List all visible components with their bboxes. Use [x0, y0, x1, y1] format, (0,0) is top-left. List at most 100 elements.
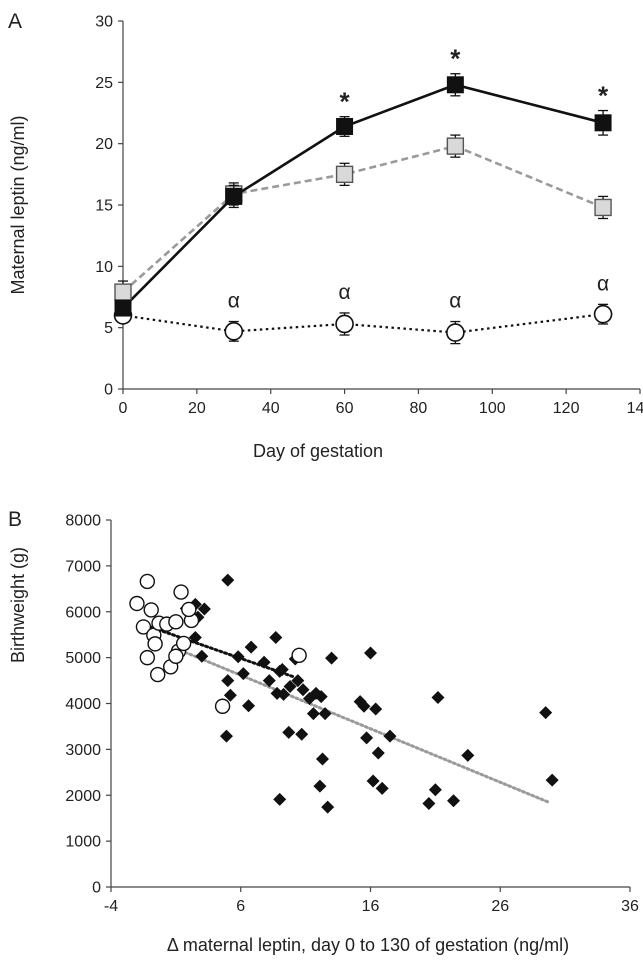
panel-b-diamond-point: [371, 746, 385, 760]
panel-b-diamond-point: [461, 748, 475, 762]
panel-a-x-tick-label: 120: [553, 400, 580, 417]
panel-b-circle-point: [175, 635, 192, 652]
panel-a-significance-star: *: [450, 44, 461, 74]
panel-b-circle-point: [168, 648, 184, 664]
panel-b-y-tick-label: 1000: [65, 834, 101, 851]
panel-a-y-tick-label: 0: [104, 382, 113, 399]
panel-a-significance-alpha: α: [449, 290, 461, 313]
panel-b-y-tick-label: 0: [92, 880, 101, 897]
panel-b-circle-point: [139, 573, 156, 590]
panel-a-series-0-point: [594, 114, 612, 132]
panel-a-significance-alpha: α: [228, 290, 240, 313]
panel-b-diamond-point: [275, 663, 289, 677]
panel-a-x-tick-label: 20: [188, 400, 206, 417]
panel-a-series-2-point: [593, 304, 613, 324]
panel-b-y-tick-label: 2000: [65, 788, 101, 805]
panel-b-circle-point: [143, 602, 159, 618]
panel-a-axes: 0 5 10 15 20 25 30 0 20 40 60 80 100 120 140: [95, 14, 643, 418]
panel-a-series-2-point: [335, 314, 354, 334]
panel-a-letter: A: [8, 10, 22, 33]
panel-a-significance-star: *: [598, 81, 609, 111]
panel-b-circle-point: [168, 614, 184, 630]
panel-a-series-0-point: [336, 117, 354, 135]
panel-a-series-1-point: [446, 137, 465, 155]
panel-a-series-2-line: [122, 313, 604, 334]
panel-b-chart: B 0 1000 2000 3000 4000 5000 6000 7000 8000 -4 6 16…: [8, 508, 639, 955]
panel-b-diamond-point: [545, 773, 559, 787]
panel-a-series-0-line: [122, 83, 604, 309]
panel-b-y-tick-label: 4000: [65, 696, 101, 713]
panel-a-series-1-point: [114, 283, 132, 301]
panel-b-diamond-point: [270, 686, 284, 700]
panel-b-diamond-point: [269, 630, 283, 644]
panel-b-diamond-point: [273, 792, 287, 806]
panel-b-x-axis-title: Δ maternal leptin, day 0 to 130 of gesta…: [167, 935, 569, 955]
panel-b-circle-point: [135, 619, 152, 635]
panel-b-diamond-point: [318, 707, 332, 721]
panel-a-series: α α α α * * *: [113, 44, 613, 345]
panel-a-significance-alpha: α: [339, 281, 351, 304]
panel-b-y-tick-label: 8000: [65, 513, 101, 530]
panel-b-diamond-point: [244, 640, 258, 654]
panel-b-diamond-point: [242, 699, 256, 713]
panel-b-y-tick-label: 5000: [65, 650, 101, 667]
panel-b-diamond-point: [321, 800, 335, 814]
panel-b-diamond-point: [366, 774, 380, 788]
panel-b-diamond-point: [314, 690, 328, 704]
panel-b-circle-point: [147, 636, 163, 652]
panel-a-series-0-point: [225, 187, 243, 205]
panel-a-y-tick-label: 15: [95, 198, 113, 215]
panel-a-y-tick-label: 30: [95, 14, 113, 31]
panel-a-y-axis-title: Maternal leptin (ng/ml): [8, 115, 28, 294]
panel-b-diamond-point: [221, 674, 235, 688]
panel-b-circle-point: [173, 584, 189, 600]
panel-b-trendline-0: [138, 621, 297, 679]
panel-b-x-tick-label: -4: [104, 898, 118, 915]
panel-b-diamond-point: [313, 779, 327, 793]
panel-a-series-2-point: [224, 322, 244, 341]
panel-a-x-tick-label: 0: [119, 400, 128, 417]
panel-b-circle-point: [129, 595, 145, 612]
panel-b-diamond-point: [539, 706, 553, 720]
panel-b-y-tick-label: 6000: [65, 604, 101, 621]
panel-b-x-tick-label: 26: [491, 898, 509, 915]
panel-a-x-tick-label: 140: [627, 400, 643, 417]
panel-a-x-axis-title: Day of gestation: [253, 441, 383, 461]
panel-b-diamond-point: [223, 688, 237, 702]
panel-b-circle-point: [150, 666, 166, 683]
panel-b-diamond-point: [195, 649, 209, 663]
panel-b-diamond-point: [219, 729, 233, 743]
panel-b-letter: B: [8, 508, 22, 531]
panel-a-series-0-point: [114, 299, 132, 317]
panel-a-x-tick-label: 40: [262, 400, 280, 417]
panel-b-trendline-1: [174, 646, 552, 805]
panel-a-x-tick-label: 100: [479, 400, 506, 417]
panel-b-x-tick-label: 36: [621, 898, 639, 915]
panel-b-diamond-point: [197, 602, 211, 616]
panel-b-diamond-point: [357, 699, 371, 713]
panel-b-diamond-point: [325, 651, 339, 665]
panel-b-y-axis-title: Birthweight (g): [8, 547, 28, 663]
panel-b-diamond-point: [221, 573, 235, 587]
panel-b-diamond-point: [447, 794, 461, 808]
panel-a-series-1-line: [122, 144, 604, 294]
panel-a-series-1-point: [335, 165, 354, 184]
panel-b-diamond-point: [369, 702, 383, 716]
panel-b-diamond-point: [364, 646, 377, 660]
panel-b-diamond-point: [383, 729, 397, 743]
panel-b-series: [129, 573, 559, 814]
panel-b-diamond-point: [262, 674, 276, 688]
panel-a-significance-star: *: [340, 87, 351, 117]
panel-b-circle-point: [181, 601, 197, 618]
panel-b-circle-point: [214, 698, 231, 714]
panel-b-diamond-point: [375, 781, 389, 795]
panel-b-diamond-point: [231, 650, 245, 664]
panel-b-x-tick-label: 6: [236, 898, 245, 915]
panel-b-diamond-point: [283, 680, 297, 694]
panel-a-x-tick-label: 80: [410, 400, 428, 417]
panel-a-series-2-point: [446, 323, 465, 342]
panel-b-axes: 0 1000 2000 3000 4000 5000 6000 7000 8000 -4 6 16 26…: [65, 513, 639, 916]
panel-b-y-tick-label: 7000: [65, 558, 101, 575]
panel-b-diamond-point: [422, 797, 436, 811]
